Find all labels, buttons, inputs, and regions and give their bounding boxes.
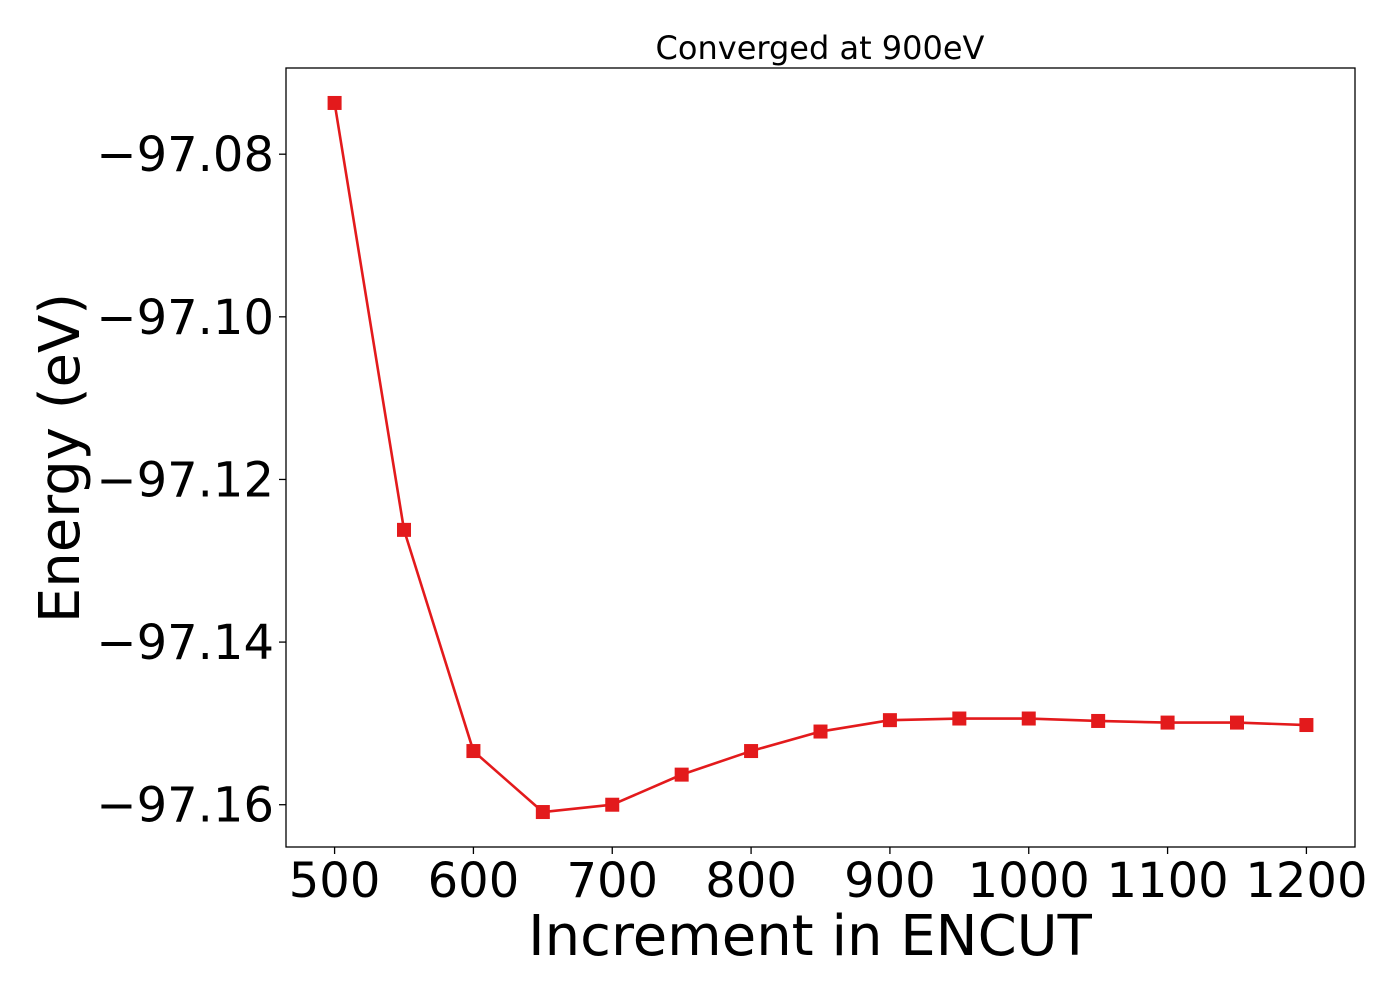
data-point-marker: [1021, 711, 1036, 726]
data-point-marker: [1299, 718, 1314, 733]
plot-frame: [285, 67, 1356, 848]
data-point-marker: [674, 767, 689, 782]
y-axis-ticks: −97.08 −97.10 −97.12 −97.14 −97.16: [96, 127, 286, 834]
data-point-marker: [397, 522, 412, 537]
y-tick-label: −97.12: [96, 452, 274, 508]
x-tick-label: 900: [844, 853, 936, 909]
x-tick-label: 1200: [1245, 853, 1367, 909]
series-line: [333, 102, 1307, 814]
data-point-marker: [1160, 715, 1175, 730]
data-point-marker: [535, 805, 550, 820]
y-tick-label: −97.16: [96, 778, 274, 834]
x-axis-ticks: 500 600 700 800 900 1000 1100 1200: [289, 847, 1367, 909]
x-tick-label: 1100: [1106, 853, 1228, 909]
data-point-marker: [744, 744, 759, 759]
data-point-marker: [327, 95, 342, 110]
x-tick-label: 700: [566, 853, 658, 909]
x-axis-label: Increment in ENCUT: [528, 904, 1093, 969]
x-tick-label: 500: [289, 853, 381, 909]
x-tick-label: 1000: [968, 853, 1090, 909]
y-tick-label: −97.10: [96, 290, 274, 346]
data-point-marker: [466, 744, 481, 759]
data-point-marker: [1091, 713, 1106, 728]
y-tick-label: −97.14: [96, 615, 274, 671]
x-tick-label: 800: [705, 853, 797, 909]
data-point-marker: [882, 713, 897, 728]
y-axis-label: Energy (eV): [28, 293, 93, 623]
data-point-marker: [813, 724, 828, 739]
data-point-marker: [1229, 715, 1244, 730]
chart-title: Converged at 900eV: [656, 29, 985, 67]
y-tick-label: −97.08: [96, 127, 274, 183]
x-tick-label: 600: [428, 853, 520, 909]
series-layer: [327, 95, 1314, 820]
data-point-marker: [605, 797, 620, 812]
data-point-marker: [952, 711, 967, 726]
